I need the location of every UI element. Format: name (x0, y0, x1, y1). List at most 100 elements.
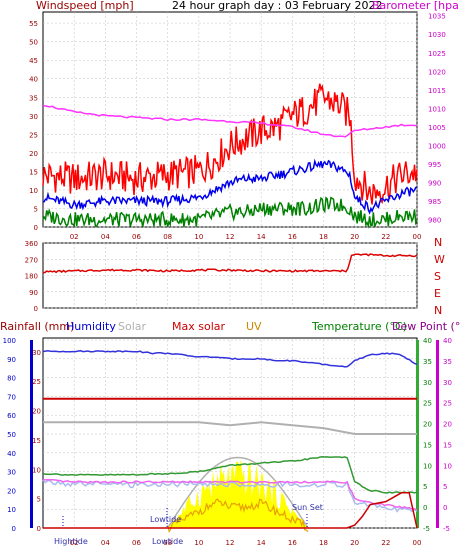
temperature-tick-label: -5 (423, 525, 430, 533)
barometer-tick-label: 1005 (428, 124, 446, 132)
hour-tick-label: 00 (413, 539, 422, 547)
barometer-tick-label: 985 (428, 198, 441, 206)
windspeed-tick-label: 30 (29, 113, 38, 121)
hour-tick-label: 14 (257, 233, 266, 241)
rain-tick-label: 0 (37, 525, 41, 533)
legend-temperature: Temperature (°C) (311, 320, 407, 333)
solar-maximum-curve (167, 456, 309, 529)
dewpoint-tick-label: 40 (443, 337, 452, 345)
lowtide-label-2: Lowtide (152, 537, 183, 546)
windspeed-tick-label: 35 (29, 94, 38, 102)
hour-tick-label: 04 (101, 233, 110, 241)
barometer-tick-label: 1000 (428, 142, 446, 150)
barometer-series-line (42, 104, 418, 138)
direction-ticks: 0 90 180 270 360 (25, 240, 38, 313)
legend-dewpoint: Dew Point (°C) (392, 320, 460, 333)
windspeed-ticks: 0 5 10 15 20 25 30 35 40 45 50 55 (29, 20, 38, 232)
temperature-axis-bar (416, 340, 419, 528)
humidity-series-line (42, 349, 418, 368)
rain-tick-label: 30 (32, 349, 41, 357)
graph-title: 24 hour graph day : 03 February 2022 (172, 0, 383, 12)
windspeed-tick-label: 5 (34, 205, 38, 213)
temperature-tick-label: 35 (423, 358, 432, 366)
sunset-label: Sun Set (292, 503, 323, 512)
wind-baro-panel: Windspeed [mph] 24 hour graph day : 03 F… (29, 0, 460, 241)
hour-tick-label: 14 (257, 539, 266, 547)
temperature-tick-label: 25 (423, 400, 432, 408)
humidity-tick-label: 30 (7, 469, 16, 477)
wind-direction-series-line (42, 253, 418, 274)
windspeed-tick-label: 40 (29, 76, 38, 84)
hightide-label: Hightide (54, 537, 88, 546)
dewpoint-series-line (42, 478, 418, 511)
temperature-tick-label: 30 (423, 379, 432, 387)
dewpoint-tick-label: 15 (443, 441, 452, 449)
wind-hour-ticks: 02 04 06 08 10 12 14 16 18 20 22 00 (70, 233, 422, 241)
windspeed-tick-label: 55 (29, 20, 38, 28)
hour-tick-label: 18 (319, 233, 328, 241)
rain-tick-label: 15 (32, 437, 41, 445)
barometer-tick-label: 990 (428, 180, 441, 188)
legend-humidity: Humidity (66, 320, 116, 333)
hour-tick-label: 04 (101, 539, 110, 547)
hour-tick-label: 10 (194, 233, 203, 241)
windspeed-axis-label: Windspeed [mph] (36, 0, 134, 12)
solar-line (43, 421, 417, 435)
humidity-tick-label: 0 (12, 525, 16, 533)
wind-average-series-line (42, 158, 418, 215)
compass-label: W (434, 253, 445, 266)
hour-tick-label: 02 (70, 539, 79, 547)
hour-tick-label: 08 (163, 233, 172, 241)
direction-series (42, 253, 418, 274)
humidity-tick-label: 20 (7, 487, 16, 495)
temp-panel-ticks: 0102030405060708090100051015202530-50510… (3, 337, 452, 547)
rain-tick-label: 10 (32, 466, 41, 474)
hour-tick-label: 20 (350, 233, 359, 241)
dewpoint-tick-label: 10 (443, 462, 452, 470)
compass-label: N (434, 304, 442, 317)
hour-tick-label: 16 (288, 539, 297, 547)
legend-solar: Solar (118, 320, 147, 333)
dewpoint-tick-label: -5 (443, 525, 450, 533)
direction-tick-label: 90 (29, 289, 38, 297)
direction-tick-label: 270 (25, 256, 38, 264)
wind-gust-series-line (42, 83, 418, 205)
humidity-tick-label: 90 (7, 356, 16, 364)
barometer-tick-label: 980 (428, 217, 441, 225)
direction-grid (43, 242, 418, 309)
temperature-tick-label: 15 (423, 441, 432, 449)
windspeed-tick-label: 15 (29, 168, 38, 176)
barometer-tick-label: 1020 (428, 68, 446, 76)
legend-uv: UV (246, 320, 262, 333)
windspeed-tick-label: 25 (29, 131, 38, 139)
humidity-tick-label: 50 (7, 431, 16, 439)
apparent-temperature-line (42, 479, 418, 513)
temperature-tick-label: 5 (423, 483, 427, 491)
dewpoint-tick-label: 5 (443, 483, 447, 491)
windspeed-tick-label: 20 (29, 150, 38, 158)
humidity-tick-label: 10 (7, 506, 16, 514)
hour-tick-label: 00 (413, 233, 422, 241)
hour-tick-label: 08 (163, 539, 172, 547)
dewpoint-axis-bar (436, 340, 439, 528)
barometer-tick-label: 1010 (428, 105, 446, 113)
windspeed-tick-label: 45 (29, 57, 38, 65)
hour-tick-label: 12 (226, 233, 235, 241)
rain-tick-label: 25 (32, 378, 41, 386)
dewpoint-tick-label: 25 (443, 400, 452, 408)
barometer-tick-label: 1035 (428, 13, 446, 21)
compass-label: N (434, 236, 442, 249)
humidity-tick-label: 60 (7, 412, 16, 420)
temperature-tick-label: 10 (423, 462, 432, 470)
rain-tick-label: 20 (32, 408, 41, 416)
solar-radiation-area (167, 459, 308, 528)
humidity-tick-label: 70 (7, 393, 16, 401)
barometer-tick-label: 1015 (428, 87, 446, 95)
wind-low-series-line (42, 196, 418, 229)
hour-tick-label: 20 (350, 539, 359, 547)
direction-tick-label: 0 (34, 305, 38, 313)
uv-series-line (167, 498, 309, 534)
windspeed-tick-label: 0 (34, 224, 38, 232)
